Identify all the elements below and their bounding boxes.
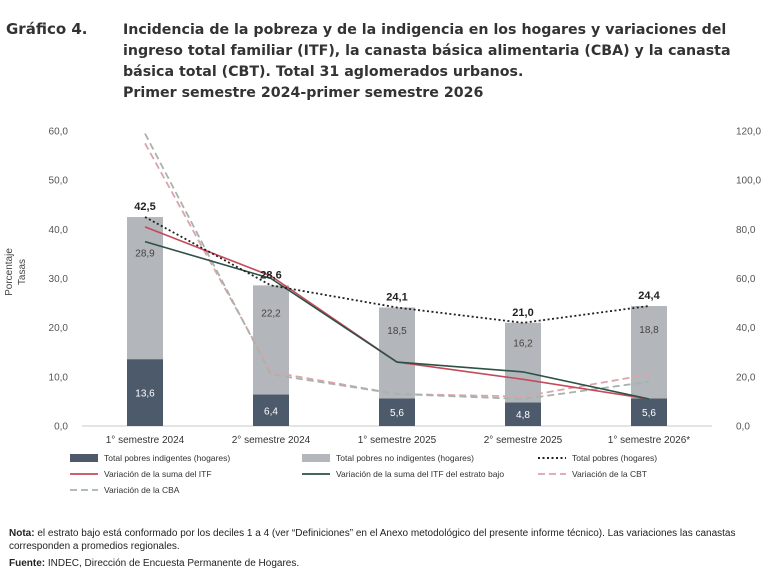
data-label-indigentes: 5,6	[642, 408, 656, 419]
bar-no-indigentes	[127, 217, 163, 360]
figure-notes: Nota: el estrato bajo está conformado po…	[9, 527, 771, 570]
note: Nota: el estrato bajo está conformado po…	[9, 527, 771, 553]
legend-item-indigentes-swatch	[70, 454, 98, 462]
data-label-total-pobres: 24,4	[638, 290, 660, 302]
bar-indigentes	[379, 398, 415, 426]
y-right-tick-label: 120,0	[736, 127, 761, 138]
y-left-tick-label: 10,0	[49, 372, 69, 383]
y-axis-left-title-line1: Porcentaje	[4, 248, 15, 296]
legend-item-no-indigentes-label: Total pobres no indigentes (hogares)	[336, 453, 474, 463]
line-variacion-cba	[144, 133, 650, 400]
y-right-tick-label: 40,0	[736, 323, 756, 334]
y-left-tick-label: 30,0	[49, 274, 69, 285]
bar-indigentes	[253, 394, 289, 426]
y-axis-left-title: Porcentaje Tasas	[4, 248, 28, 296]
y-left-tick-label: 60,0	[49, 127, 69, 138]
figure-title-main: Incidencia de la pobreza y de la indigen…	[123, 22, 731, 80]
data-label-indigentes: 6,4	[264, 406, 278, 417]
data-label-no-indigentes: 18,5	[387, 326, 407, 337]
y-left-tick-label: 0,0	[54, 422, 68, 433]
legend-item-no-indigentes-swatch	[302, 454, 330, 462]
legend-item-itf-estrato-bajo-label: Variación de la suma del ITF del estrato…	[336, 469, 504, 479]
y-left-tick-label: 20,0	[49, 323, 69, 334]
data-label-indigentes: 13,6	[135, 389, 155, 400]
lines-layer	[144, 133, 650, 400]
figure-label: Gráfico 4.	[6, 20, 88, 38]
data-label-no-indigentes: 22,2	[261, 309, 281, 320]
line-total-pobres	[144, 216, 650, 324]
figure-title-period: Primer semestre 2024-primer semestre 202…	[123, 85, 484, 101]
note-label: Nota:	[9, 528, 35, 539]
y-right-tick-label: 80,0	[736, 225, 756, 236]
data-label-no-indigentes: 16,2	[513, 339, 533, 350]
legend-item-itf-label: Variación de la suma del ITF	[104, 469, 212, 479]
y-left-tick-label: 40,0	[49, 225, 69, 236]
data-label-total-pobres: 24,1	[386, 292, 407, 304]
bar-no-indigentes	[505, 322, 541, 403]
data-label-total-pobres: 21,0	[512, 307, 533, 319]
bar-indigentes	[505, 402, 541, 426]
source: Fuente: INDEC, Dirección de Encuesta Per…	[9, 557, 771, 570]
source-label: Fuente:	[9, 558, 46, 569]
y-left-tick-label: 50,0	[49, 176, 69, 187]
data-label-no-indigentes: 28,9	[135, 249, 155, 260]
x-category-label: 2° semestre 2025	[484, 435, 563, 446]
legend-item-total-pobres-label: Total pobres (hogares)	[572, 453, 657, 463]
bars-layer	[127, 217, 667, 426]
y-axis-left-title-line2: Tasas	[17, 259, 28, 285]
data-labels-layer: 13,6 28,9 42,5 6,4 22,2 28,6 5,6 18,5 24,1 4,8 16,…	[134, 201, 660, 421]
chart-svg: Porcentaje Tasas 0,0 10,0 20,0 30,0 40,0 50,0…	[4, 127, 762, 496]
data-label-total-pobres: 28,6	[260, 269, 281, 281]
bar-indigentes	[631, 398, 667, 426]
data-label-indigentes: 4,8	[516, 410, 530, 421]
figure-header: Gráfico 4. Incidencia de la pobreza y de…	[0, 0, 773, 108]
y-right-tick-label: 100,0	[736, 176, 761, 187]
legend-item-indigentes-label: Total pobres indigentes (hogares)	[104, 453, 230, 463]
x-category-label: 1° semestre 2025	[358, 435, 437, 446]
source-text: INDEC, Dirección de Encuesta Permanente …	[45, 558, 300, 569]
legend: Total pobres indigentes (hogares) Total p…	[70, 453, 657, 495]
x-category-label: 1° semestre 2024	[106, 435, 185, 446]
x-category-label: 1° semestre 2026*	[608, 435, 690, 446]
data-label-indigentes: 5,6	[390, 408, 404, 419]
bar-no-indigentes	[253, 285, 289, 395]
data-label-no-indigentes: 18,8	[639, 325, 659, 336]
bar-no-indigentes	[631, 306, 667, 399]
y-right-tick-label: 60,0	[736, 274, 756, 285]
line-variacion-itf-estrato-bajo	[144, 240, 650, 400]
data-label-total-pobres: 42,5	[134, 201, 155, 213]
y-right-tick-label: 20,0	[736, 372, 756, 383]
y-right-tick-label: 0,0	[736, 422, 750, 433]
note-text: el estrato bajo está conformado por los …	[9, 528, 736, 552]
figure-title: Incidencia de la pobreza y de la indigen…	[123, 20, 763, 104]
axes: 0,0 10,0 20,0 30,0 40,0 50,0 60,0 0,0 20,0 40,0 60…	[49, 127, 762, 447]
x-category-label: 2° semestre 2024	[232, 435, 311, 446]
legend-item-cbt-label: Variación de la CBT	[572, 469, 647, 479]
bar-indigentes	[127, 359, 163, 426]
legend-item-cba-label: Variación de la CBA	[104, 485, 180, 495]
